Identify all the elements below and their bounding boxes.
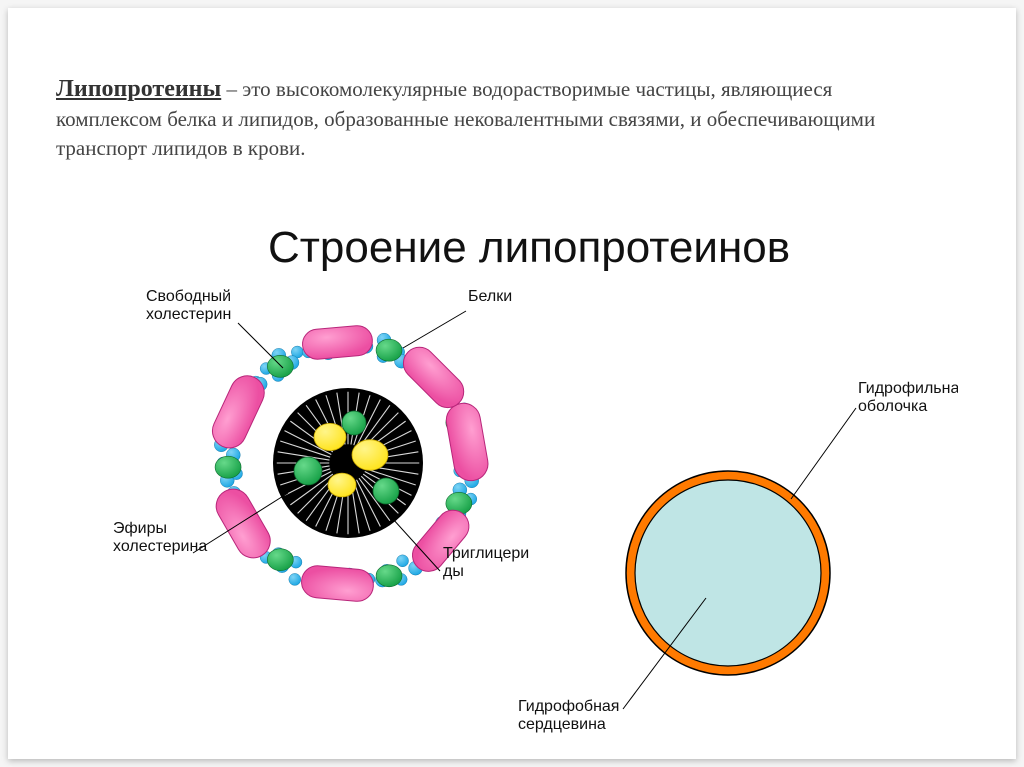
label-cholesterol-esters: Эфирыхолестерина xyxy=(113,520,207,555)
lipoprotein-diagram: Свободныйхолестерин Белки Эфирыхолестерина… xyxy=(88,263,958,743)
label-proteins: Белки xyxy=(468,288,512,305)
definition-term: Липопротеины xyxy=(56,76,221,102)
label-hydrophobic-core: Гидрофобнаясердцевина xyxy=(518,698,619,733)
label-hydrophilic-shell: Гидрофильнаяоболочка xyxy=(858,380,958,415)
label-free-cholesterol: Свободныйхолестерин xyxy=(146,288,231,323)
label-triglycerides: Триглицериды xyxy=(443,545,529,580)
slide: Липопротеины – это высокомолекулярные во… xyxy=(8,8,1016,759)
definition-paragraph: Липопротеины – это высокомолекулярные во… xyxy=(56,73,936,162)
